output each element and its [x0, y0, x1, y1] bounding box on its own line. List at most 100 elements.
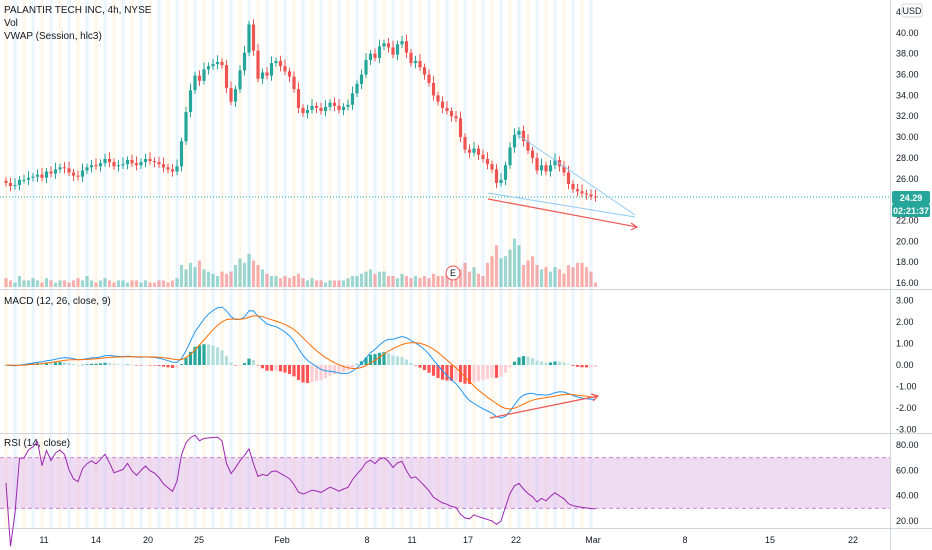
- macd-histogram-bar: [125, 364, 130, 365]
- earnings-marker[interactable]: E: [445, 265, 461, 281]
- candle-body: [278, 60, 283, 67]
- candle-body: [553, 160, 557, 166]
- volume-bar: [566, 265, 571, 287]
- session-stripe: [49, 0, 53, 528]
- session-stripe: [535, 0, 539, 528]
- macd-histogram-bar: [377, 352, 382, 365]
- session-stripe: [319, 0, 323, 528]
- candle-body: [395, 44, 400, 55]
- session-stripe: [481, 0, 485, 528]
- volume-bar: [395, 278, 400, 287]
- candle-body: [17, 179, 22, 186]
- volume-bar: [116, 280, 121, 287]
- candle-body: [269, 63, 274, 76]
- volume-bar: [337, 280, 341, 287]
- candle-body: [377, 46, 382, 58]
- price-tick-label: 26.00: [896, 174, 919, 184]
- macd-histogram-bar: [521, 356, 526, 365]
- volume-bar: [67, 282, 71, 287]
- candle-body: [4, 180, 8, 183]
- volume-bar: [76, 278, 80, 287]
- macd-histogram-bar: [121, 364, 125, 366]
- volume-bar: [368, 269, 373, 287]
- macd-histogram-bar: [395, 356, 400, 365]
- macd-divergence-arrow: [489, 395, 599, 419]
- currency-badge[interactable]: USD: [901, 3, 923, 18]
- rsi-axis[interactable]: 80.00 60.00 40.00 20.00: [896, 440, 919, 526]
- macd-histogram-bar: [256, 365, 260, 366]
- macd-axis[interactable]: 3.00 2.00 1.00 0.00 -1.00 -2.00 -3.00: [896, 296, 917, 435]
- macd-histogram-bar: [566, 364, 571, 365]
- volume-bar: [256, 265, 260, 287]
- symbol-title[interactable]: PALANTIR TECH INC, 4h, NYSE: [4, 5, 152, 16]
- session-stripe: [310, 0, 314, 528]
- candle-body: [521, 130, 526, 142]
- session-stripe: [400, 0, 404, 528]
- candle-body: [593, 196, 598, 198]
- macd-histogram-bar: [247, 358, 251, 365]
- candle-body: [98, 163, 103, 167]
- time-axis[interactable]: 11 14 20 25 Feb 8 11 17 22 Mar 8 15 22: [39, 535, 858, 545]
- macd-histogram-bar: [211, 345, 215, 365]
- candle-body: [296, 89, 301, 108]
- session-stripe: [4, 0, 8, 528]
- candle-body: [499, 179, 503, 183]
- candle-body: [323, 106, 328, 112]
- session-stripe: [463, 0, 467, 528]
- volume-bar: [4, 278, 8, 287]
- macd-histogram-bar: [305, 365, 310, 384]
- candle-body: [292, 76, 296, 90]
- candle-body: [193, 75, 197, 91]
- candle-body: [13, 185, 17, 187]
- candle-body: [197, 75, 202, 81]
- price-axis[interactable]: 42.0040.0038.0036.0034.0032.0030.0028.00…: [896, 7, 919, 288]
- candle-body: [206, 66, 211, 70]
- volume-bar: [143, 280, 148, 287]
- price-tick-label: 30.00: [896, 132, 919, 142]
- candle-body: [274, 60, 278, 64]
- candle-body: [346, 104, 350, 107]
- macd-histogram-bar: [44, 362, 49, 365]
- volume-bar: [211, 273, 215, 287]
- volume-bar: [8, 280, 13, 287]
- vwap-legend[interactable]: VWAP (Session, hlc3): [4, 31, 102, 42]
- volume-bar: [301, 278, 305, 287]
- candle-body: [283, 66, 287, 72]
- candle-body: [116, 165, 121, 167]
- macd-histogram-bar: [67, 363, 71, 365]
- candle-body: [350, 93, 355, 105]
- volume-bar: [188, 262, 193, 287]
- macd-histogram-bar: [332, 365, 337, 375]
- volume-bar: [166, 282, 170, 287]
- session-stripe: [139, 0, 143, 528]
- volume-bar: [580, 262, 584, 287]
- rsi-legend[interactable]: RSI (14, close): [4, 438, 70, 449]
- macd-legend[interactable]: MACD (12, 26, close, 9): [4, 296, 111, 307]
- candle-body: [8, 182, 13, 187]
- macd-histogram-bar: [62, 362, 67, 365]
- macd-histogram-bar: [134, 365, 139, 366]
- volume-legend[interactable]: Vol: [4, 18, 18, 29]
- session-stripe: [274, 0, 278, 528]
- session-stripe: [346, 0, 350, 528]
- volume-bar: [26, 280, 31, 287]
- volume-bar: [314, 280, 319, 287]
- macd-histogram-bar: [197, 345, 202, 365]
- volume-bar: [512, 238, 517, 287]
- macd-histogram-bar: [436, 365, 440, 379]
- rsi-tick-label: 20.00: [896, 516, 919, 526]
- candle-body: [22, 179, 26, 181]
- volume-bar: [508, 249, 512, 287]
- macd-histogram-bar: [328, 365, 332, 376]
- macd-histogram-bar: [193, 346, 197, 365]
- price-tick-label: 18.00: [896, 257, 919, 267]
- session-stripe: [265, 0, 269, 528]
- volume-bar: [94, 282, 98, 287]
- volume-bar: [323, 282, 328, 287]
- macd-histogram-bar: [508, 365, 512, 368]
- macd-histogram-bar: [53, 362, 58, 365]
- macd-histogram-bar: [364, 357, 368, 365]
- macd-line: [5, 306, 596, 419]
- volume-bar: [274, 276, 278, 287]
